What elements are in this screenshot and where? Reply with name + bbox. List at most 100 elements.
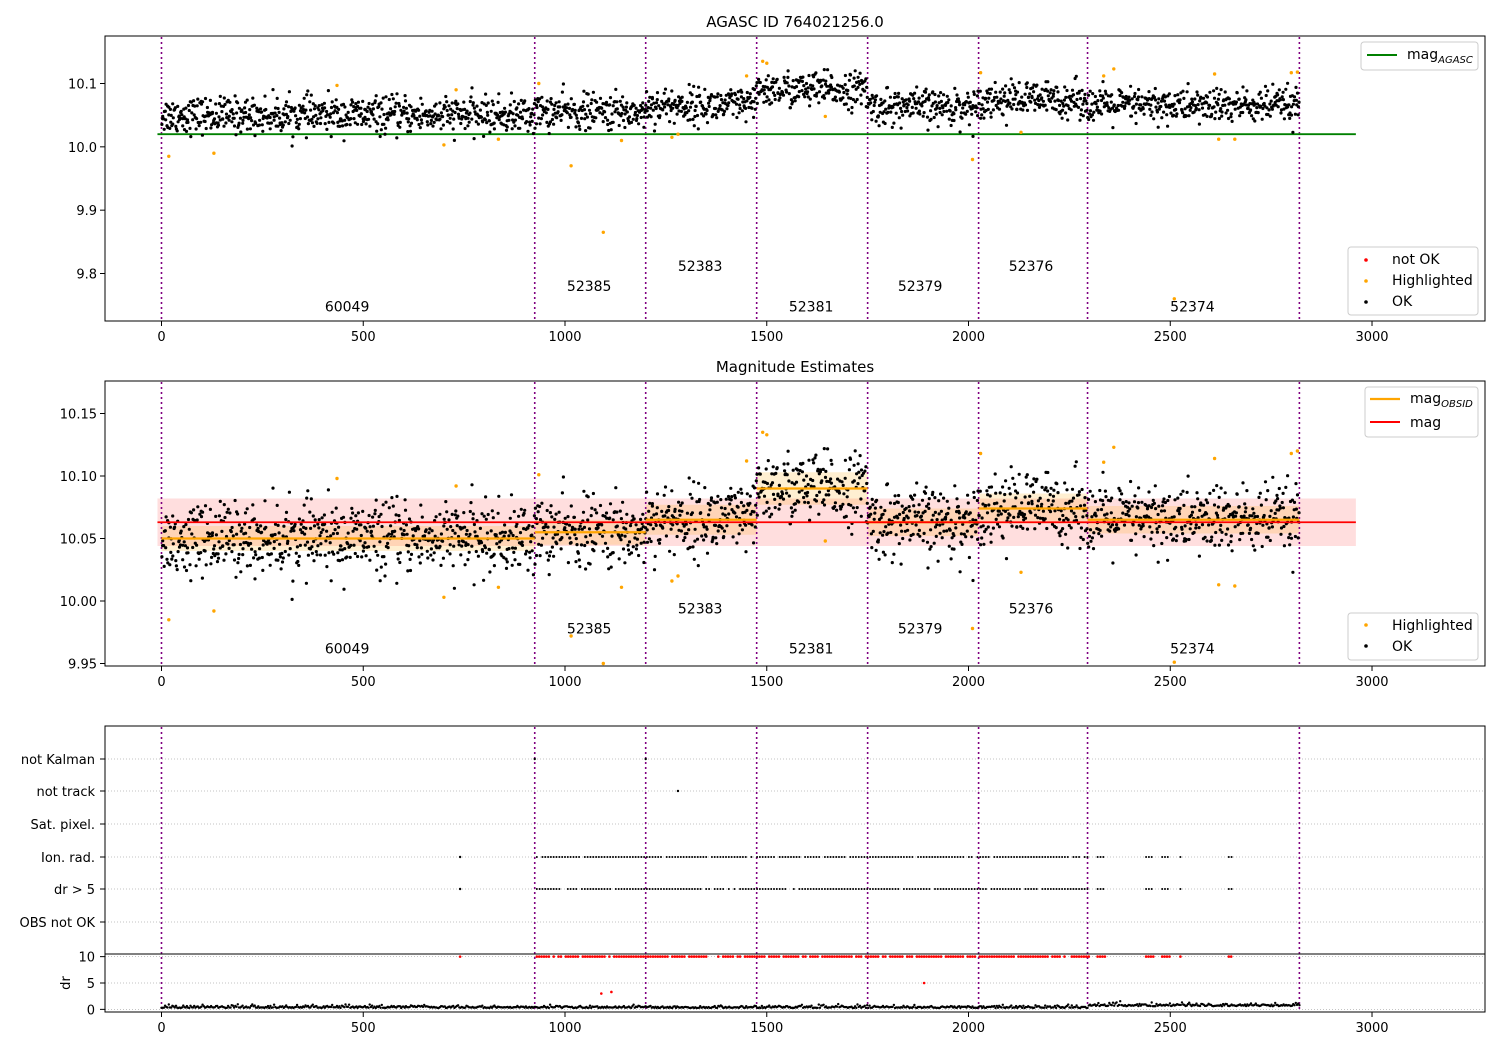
ok-point bbox=[560, 113, 564, 117]
ok-point bbox=[898, 101, 902, 105]
ok-point bbox=[719, 93, 723, 98]
ok-point bbox=[753, 525, 757, 529]
dr-flag-point bbox=[985, 955, 989, 958]
ok-point bbox=[424, 109, 428, 113]
ok-point bbox=[927, 506, 931, 510]
ok-point bbox=[1121, 100, 1125, 104]
ok-point bbox=[811, 478, 815, 483]
ok-point bbox=[222, 503, 226, 507]
ok-point bbox=[778, 96, 782, 100]
ok-point bbox=[1288, 116, 1292, 120]
ok-point bbox=[309, 497, 313, 501]
ok-point bbox=[214, 514, 218, 519]
ok-point bbox=[273, 522, 278, 526]
ok-point bbox=[1009, 465, 1013, 469]
ok-point bbox=[777, 86, 782, 90]
ok-point bbox=[667, 97, 671, 101]
ok-point bbox=[902, 103, 906, 107]
ok-point bbox=[1166, 558, 1170, 562]
ok-point bbox=[520, 543, 525, 548]
ok-point bbox=[837, 491, 842, 495]
ok-point bbox=[919, 514, 924, 518]
ok-point bbox=[468, 99, 472, 104]
ok-point bbox=[515, 106, 519, 110]
ok-point bbox=[1233, 525, 1237, 529]
flag-point bbox=[891, 856, 894, 858]
dr-flag-point bbox=[680, 955, 684, 958]
ok-point bbox=[1033, 108, 1037, 112]
ok-point bbox=[513, 558, 517, 562]
ok-point bbox=[796, 468, 800, 472]
ok-point bbox=[1252, 511, 1256, 515]
ok-point bbox=[745, 90, 749, 95]
ok-point bbox=[1132, 500, 1137, 504]
ok-point bbox=[1157, 97, 1161, 101]
flag-point bbox=[629, 888, 631, 890]
ok-point bbox=[1061, 527, 1065, 531]
ok-point bbox=[222, 558, 226, 562]
ok-point bbox=[879, 505, 883, 509]
ok-point bbox=[1212, 503, 1217, 507]
ok-point bbox=[298, 528, 303, 532]
ok-point bbox=[675, 112, 679, 116]
ok-point bbox=[1167, 494, 1171, 499]
flag-point bbox=[1013, 888, 1016, 890]
legend-ok-marker bbox=[1364, 300, 1368, 304]
dr-flag-point bbox=[792, 955, 795, 958]
ok-point bbox=[603, 116, 608, 120]
ok-point bbox=[284, 103, 288, 108]
ok-point bbox=[1241, 481, 1245, 485]
flag-point bbox=[651, 856, 654, 858]
ok-point bbox=[378, 579, 382, 583]
dr-flag-point bbox=[888, 955, 892, 958]
dr-flag-point bbox=[598, 955, 601, 958]
ok-point bbox=[398, 125, 402, 129]
ok-point bbox=[533, 506, 538, 510]
ok-point bbox=[545, 120, 549, 124]
ok-point bbox=[368, 124, 372, 128]
ok-point bbox=[666, 103, 670, 107]
ok-point bbox=[552, 525, 556, 529]
ok-point bbox=[578, 524, 582, 528]
ok-point bbox=[259, 107, 263, 111]
ok-point bbox=[1029, 511, 1033, 515]
ok-point bbox=[1017, 472, 1021, 476]
ok-point bbox=[1266, 89, 1270, 93]
ok-point bbox=[1081, 537, 1085, 542]
ok-point bbox=[168, 525, 172, 529]
flag-point bbox=[798, 856, 801, 858]
dr-flag-point bbox=[690, 955, 693, 958]
ok-point bbox=[1008, 513, 1012, 517]
ok-point bbox=[407, 517, 412, 521]
ok-point bbox=[526, 129, 530, 133]
ok-point bbox=[577, 558, 581, 562]
dr-flag-point bbox=[850, 955, 853, 958]
ok-point bbox=[527, 107, 531, 111]
ok-point bbox=[548, 120, 553, 124]
ok-point bbox=[1051, 494, 1056, 498]
ok-point bbox=[1277, 486, 1281, 491]
ok-point bbox=[181, 558, 185, 562]
ok-point bbox=[356, 122, 360, 126]
ok-point bbox=[1089, 539, 1093, 543]
ok-point bbox=[1281, 491, 1285, 495]
ok-point bbox=[1183, 107, 1187, 111]
dr-point bbox=[216, 1004, 219, 1008]
ok-point bbox=[272, 115, 276, 119]
ok-point bbox=[191, 545, 195, 550]
flag-point bbox=[592, 888, 595, 890]
ok-point bbox=[431, 558, 435, 562]
ok-point bbox=[221, 117, 225, 121]
ok-point bbox=[583, 543, 587, 548]
ok-point bbox=[310, 117, 314, 121]
ok-point bbox=[624, 105, 629, 109]
ok-point bbox=[1046, 489, 1050, 493]
dr-flag-point bbox=[724, 955, 727, 958]
ok-point bbox=[1090, 536, 1094, 540]
ok-point bbox=[639, 541, 643, 545]
ok-point bbox=[774, 471, 778, 475]
ok-point bbox=[762, 92, 767, 96]
ok-point bbox=[433, 534, 437, 538]
ok-point bbox=[993, 80, 997, 85]
ok-point bbox=[368, 107, 372, 111]
